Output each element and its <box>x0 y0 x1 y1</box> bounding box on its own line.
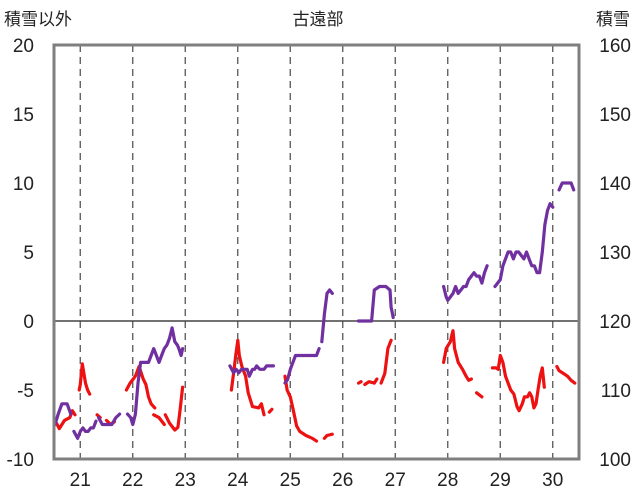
gridlines <box>54 45 579 459</box>
series-left-segment-15 <box>477 393 482 397</box>
series-left-segment-8 <box>269 409 272 412</box>
left-tick-label: -10 <box>7 450 34 471</box>
series-right-segment-5 <box>285 349 319 384</box>
left-tick-label: 0 <box>23 312 34 333</box>
right-tick-label: 110 <box>601 381 631 402</box>
series-left-segment-7 <box>231 340 264 415</box>
x-tick-label: 29 <box>490 470 511 491</box>
series-right-segment-10 <box>559 183 574 190</box>
series-left-segment-6 <box>165 387 182 430</box>
x-tick-label: 21 <box>70 470 91 491</box>
left-axis-title: 積雪以外 <box>4 10 72 30</box>
x-tick-label: 24 <box>227 470 249 491</box>
series-left-segment-5 <box>154 415 165 425</box>
series-right-segment-7 <box>359 287 394 322</box>
series-left-segment-10 <box>324 434 332 438</box>
series-right-segment-2 <box>99 414 120 424</box>
right-tick-label: 100 <box>599 450 631 471</box>
chart-title: 古遠部 <box>293 10 344 30</box>
left-tick-label: 5 <box>23 243 34 264</box>
left-tick-label: 10 <box>13 174 34 195</box>
right-tick-label: 160 <box>599 36 631 57</box>
series-left-segment-13 <box>381 340 391 383</box>
right-tick-label: 140 <box>599 174 631 195</box>
left-tick-label: 15 <box>13 105 34 126</box>
series-left-segment-12 <box>365 379 377 385</box>
right-tick-label: 130 <box>599 243 631 264</box>
x-tick-label: 26 <box>332 470 353 491</box>
right-axis-title: 積雪 <box>596 10 630 30</box>
x-tick-label: 22 <box>122 470 143 491</box>
left-axis-ticks: -10 -5 0 5 10 15 20 <box>7 36 34 471</box>
series-right-segment-1 <box>74 421 96 438</box>
series-right-segment-6 <box>322 290 333 342</box>
x-tick-label: 25 <box>280 470 301 491</box>
series-left-segment-17 <box>557 367 575 384</box>
series-right-segment-4 <box>230 366 274 376</box>
series-right-segment-8 <box>444 266 488 301</box>
left-tick-label: 20 <box>13 36 34 57</box>
series-left-segment-1 <box>79 364 90 394</box>
right-tick-label: 150 <box>599 105 631 126</box>
x-tick-label: 30 <box>542 470 563 491</box>
left-tick-label: -5 <box>17 381 34 402</box>
right-axis-ticks: 100 110 120 130 140 150 160 <box>599 36 631 471</box>
series-right-segment-9 <box>495 204 553 287</box>
series-left-segment-11 <box>359 382 362 383</box>
x-tick-label: 28 <box>437 470 458 491</box>
x-tick-label: 27 <box>385 470 406 491</box>
right-tick-label: 120 <box>599 312 631 333</box>
x-axis-ticks: 21 22 23 24 25 26 27 28 29 30 <box>70 470 564 491</box>
x-tick-label: 23 <box>175 470 196 491</box>
